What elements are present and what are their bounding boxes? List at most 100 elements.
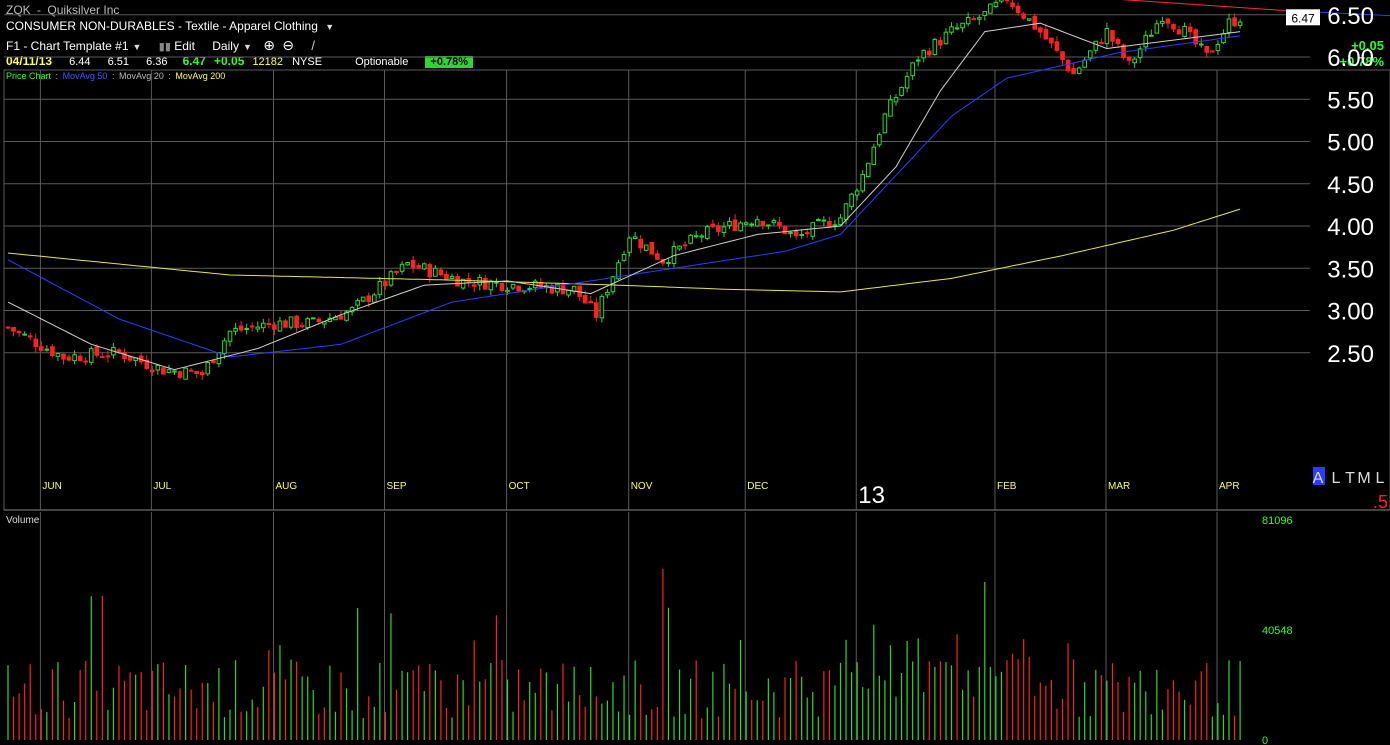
candle-body (705, 226, 710, 239)
candle-body (1132, 58, 1137, 64)
candle-body (988, 3, 993, 14)
candle-body (799, 233, 804, 236)
zoom-in-icon[interactable]: ⊕ (263, 37, 275, 53)
candle-body (616, 262, 621, 280)
legend-sep: : (111, 71, 115, 81)
template-select[interactable]: F1 - Chart Template #1 ▼ (6, 39, 141, 53)
price-tick-label: 5.00 (1327, 130, 1374, 157)
candle-body (394, 270, 399, 274)
candle-body (1226, 18, 1232, 33)
candlesticks (5, 0, 1243, 381)
volume-tick-label: 40548 (1262, 625, 1293, 637)
candle-body (899, 87, 904, 96)
candle-body (605, 291, 610, 296)
candle-body (1021, 13, 1026, 19)
candle-body (1043, 29, 1049, 40)
candle-body (693, 235, 699, 238)
candle-body (843, 203, 849, 221)
candle-body (688, 234, 693, 244)
candle-body (882, 113, 888, 134)
last-price-box (1286, 9, 1320, 26)
candle-body (338, 315, 344, 320)
toolbar: F1 - Chart Template #1 ▼ ▮▮ Edit Daily ▼ ⊕… (6, 37, 315, 54)
candle-body (904, 76, 910, 89)
candle-body (749, 223, 755, 226)
month-label: JUN (42, 481, 61, 492)
candle-body (594, 302, 599, 318)
draw-pencil-icon[interactable]: / (311, 38, 315, 53)
legend-ma20[interactable]: MovAvg 20 (118, 71, 164, 81)
candle-body (743, 222, 749, 225)
scale-step-label: .5 (1373, 492, 1388, 512)
candle-body (61, 353, 66, 360)
candle-body (444, 274, 449, 280)
candle-body (960, 22, 965, 29)
symbol[interactable]: ZQK (6, 3, 31, 17)
month-label: JUL (153, 481, 171, 492)
candle-body (965, 16, 971, 25)
candle-body (199, 371, 205, 376)
candle-body (88, 348, 94, 363)
candle-body (1049, 37, 1054, 44)
candle-body (871, 146, 877, 165)
candle-body (316, 318, 322, 323)
candle-body (1232, 17, 1237, 27)
sector-row[interactable]: CONSUMER NON-DURABLES - Textile - Appare… (6, 19, 334, 33)
month-label: AUG (276, 481, 298, 492)
candle-body (366, 295, 372, 303)
indicator-legend: Price Chart : MovAvg 50 : MovAvg 20 : Mo… (6, 71, 225, 81)
candle-body (39, 346, 44, 351)
legend-ma200[interactable]: MovAvg 200 (175, 71, 226, 81)
candle-body (666, 262, 671, 265)
candle-body (1087, 50, 1093, 59)
candle-body (1165, 18, 1171, 24)
dash: - (37, 3, 42, 17)
candle-body (283, 320, 288, 328)
candle-body (510, 283, 516, 289)
candle-body (11, 326, 16, 332)
candle-body (505, 289, 510, 293)
candle-body (527, 288, 533, 291)
candle-body (266, 323, 272, 326)
candle-body (211, 360, 216, 364)
candle-body (66, 356, 72, 361)
legend-price-chart[interactable]: Price Chart (6, 71, 52, 81)
candle-body (649, 242, 655, 255)
candle-body (383, 280, 388, 287)
candle-body (943, 31, 949, 45)
timeframe-button: A (1313, 470, 1324, 487)
candle-body (849, 193, 854, 207)
candle-body (782, 225, 788, 235)
legend-ma50[interactable]: MovAvg 50 (62, 71, 108, 81)
candle-body (1010, 2, 1015, 7)
chevron-down-icon[interactable]: ▼ (325, 22, 335, 32)
volume-tick-label: 81096 (1262, 515, 1293, 527)
trendline-segment (1120, 0, 1285, 12)
price-panel-frame (3, 69, 1390, 511)
candle-body (949, 26, 954, 33)
candle-body (516, 285, 521, 292)
candle-body (1004, 0, 1010, 2)
candle-body (349, 306, 355, 313)
candle-body (549, 285, 555, 294)
candle-body (1104, 27, 1110, 45)
candle-body (643, 244, 649, 251)
candle-body (1115, 38, 1121, 45)
candle-body (1126, 56, 1132, 61)
candle-body (682, 244, 688, 247)
top-change: +0.05 (1351, 38, 1384, 53)
candle-body (116, 349, 122, 353)
candle-body (1176, 29, 1182, 35)
candle-body (83, 360, 89, 363)
price-tick-label: 6.50 (1327, 3, 1374, 30)
candle-body (1204, 45, 1210, 53)
period-select[interactable]: Daily ▼ (212, 39, 252, 53)
template-label: F1 - Chart Template #1 (6, 39, 129, 53)
zoom-out-icon[interactable]: ⊖ (282, 37, 295, 53)
candle-body (1154, 23, 1160, 34)
candle-body (954, 27, 960, 30)
last-price-label: 6.47 (1291, 11, 1315, 25)
candle-body (16, 331, 22, 334)
edit-button[interactable]: ▮▮ Edit (159, 39, 195, 53)
